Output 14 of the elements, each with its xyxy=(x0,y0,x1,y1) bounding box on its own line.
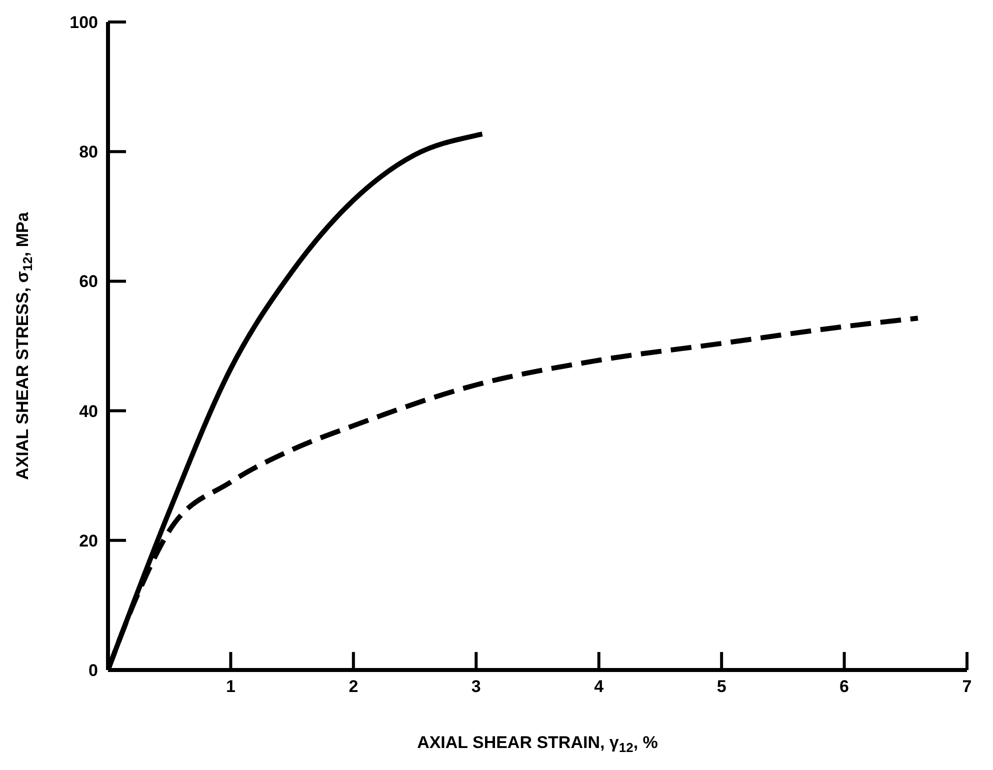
x-tick-label: 2 xyxy=(348,677,358,696)
x-axis-title: AXIAL SHEAR STRAIN, γ$_{12}$, % xyxy=(417,733,658,755)
x-tick-label: 3 xyxy=(471,677,481,696)
y-tick-label: 80 xyxy=(79,142,98,162)
x-tick-label: 5 xyxy=(716,677,726,696)
y-tick-label: 100 xyxy=(70,13,98,32)
x-tick-label: 4 xyxy=(594,677,604,696)
y-tick-label: 0 xyxy=(88,661,98,680)
y-tick-label: 40 xyxy=(79,402,98,421)
y-tick-label: 20 xyxy=(79,531,98,550)
x-tick-label: 6 xyxy=(840,677,850,696)
x-tick-label: 1 xyxy=(226,677,236,696)
x-tick-label: 7 xyxy=(962,677,972,696)
y-tick-label: 60 xyxy=(79,272,98,292)
